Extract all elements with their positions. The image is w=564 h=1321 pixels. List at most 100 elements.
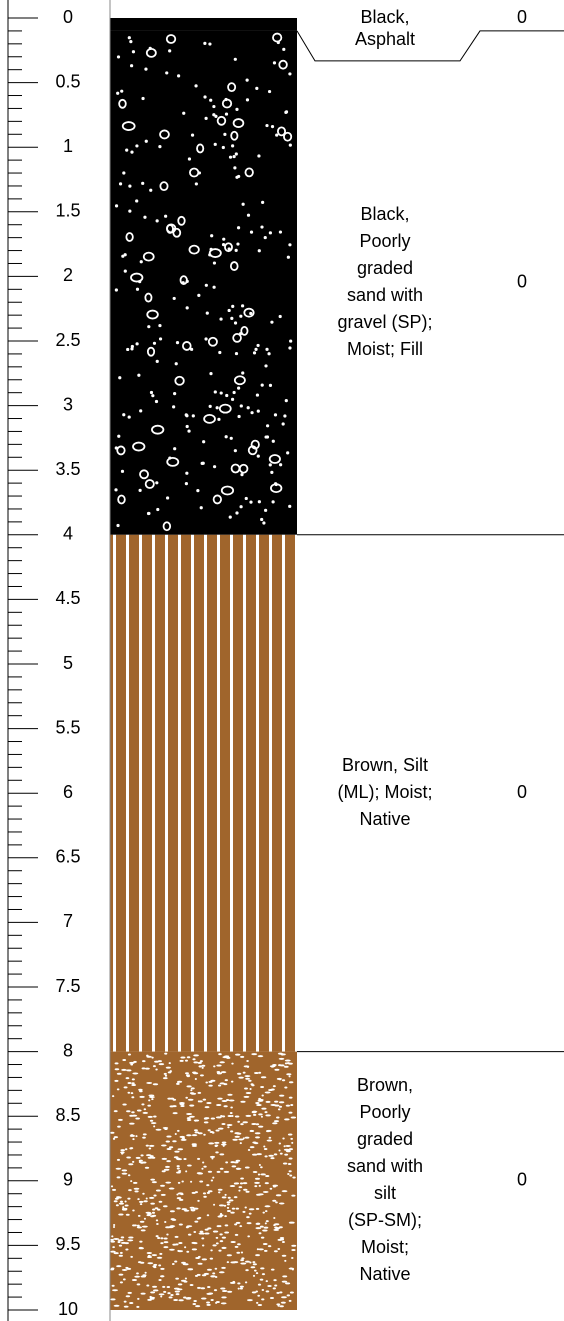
speckle (177, 1082, 179, 1084)
speckle (177, 1081, 182, 1083)
grain (236, 242, 239, 245)
speckle (223, 1145, 225, 1147)
depth-label: 6.5 (55, 847, 80, 867)
speckle (258, 1173, 260, 1175)
speckle (287, 1173, 289, 1175)
speckle (174, 1151, 179, 1153)
speckle (210, 1131, 214, 1133)
speckle (222, 1247, 226, 1249)
speckle (265, 1175, 269, 1177)
speckle (117, 1073, 122, 1075)
speckle (213, 1204, 215, 1206)
speckle (222, 1141, 227, 1143)
speckle (259, 1164, 261, 1166)
grain (230, 317, 233, 320)
speckle (211, 1117, 215, 1119)
speckle (186, 1297, 192, 1299)
speckle (236, 1160, 241, 1162)
speckle (255, 1178, 260, 1180)
speckle (178, 1299, 183, 1301)
grain (177, 74, 180, 77)
speckle (248, 1149, 250, 1151)
speckle (188, 1234, 191, 1236)
speckle (141, 1103, 144, 1105)
grain (213, 261, 216, 264)
speckle (163, 1291, 166, 1293)
speckle (150, 1203, 155, 1205)
grain (145, 140, 148, 143)
speckle (125, 1248, 128, 1250)
speckle (153, 1195, 156, 1197)
depth-label: 8.5 (55, 1105, 80, 1125)
grain (186, 425, 189, 428)
speckle (254, 1072, 259, 1074)
grain (168, 456, 171, 459)
grain (284, 111, 287, 114)
grain (212, 113, 215, 116)
speckle (240, 1178, 244, 1180)
speckle (173, 1099, 176, 1101)
speckle (124, 1301, 127, 1303)
speckle (256, 1272, 258, 1274)
speckle (182, 1137, 185, 1139)
grain (214, 143, 217, 146)
speckle (127, 1198, 130, 1200)
speckle (221, 1296, 226, 1298)
speckle (227, 1291, 232, 1293)
speckle (137, 1225, 140, 1227)
speckle (255, 1132, 261, 1134)
speckle (166, 1140, 170, 1142)
speckle (119, 1203, 124, 1205)
speckle (217, 1225, 221, 1227)
speckle (157, 1237, 160, 1239)
speckle (202, 1161, 204, 1163)
grain (228, 309, 231, 312)
speckle (180, 1105, 184, 1107)
speckle (179, 1224, 183, 1226)
speckle (166, 1160, 171, 1162)
speckle (251, 1123, 256, 1125)
layer (110, 1052, 297, 1310)
depth-label: 9 (63, 1170, 73, 1190)
speckle (219, 1204, 224, 1206)
speckle (261, 1108, 266, 1110)
grain (257, 454, 260, 457)
speckle (279, 1291, 282, 1293)
grain (135, 144, 138, 147)
speckle (175, 1133, 177, 1135)
speckle (207, 1286, 210, 1288)
grain (247, 214, 250, 217)
speckle (206, 1304, 210, 1306)
speckle (166, 1234, 168, 1236)
depth-label: 5 (63, 653, 73, 673)
speckle (203, 1134, 205, 1136)
grain (268, 90, 271, 93)
speckle (195, 1305, 200, 1307)
grain (166, 496, 169, 499)
speckle (219, 1214, 223, 1216)
speckle (170, 1070, 172, 1072)
speckle (236, 1252, 240, 1254)
speckle (258, 1098, 261, 1100)
speckle (231, 1115, 233, 1117)
speckle (179, 1102, 185, 1104)
speckle (121, 1151, 124, 1153)
speckle (162, 1158, 167, 1160)
speckle (172, 1140, 176, 1142)
speckle (135, 1135, 137, 1137)
grain (196, 489, 199, 492)
speckle (273, 1085, 276, 1087)
speckle (145, 1068, 150, 1070)
speckle (201, 1297, 207, 1299)
speckle (160, 1242, 163, 1244)
speckle (125, 1205, 129, 1207)
speckle (151, 1057, 153, 1059)
speckle (156, 1129, 162, 1131)
speckle (166, 1136, 171, 1138)
speckle (126, 1157, 131, 1159)
speckle (225, 1079, 228, 1081)
speckle (186, 1134, 192, 1136)
grain (241, 371, 244, 374)
speckle (146, 1214, 150, 1216)
speckle (122, 1173, 128, 1175)
